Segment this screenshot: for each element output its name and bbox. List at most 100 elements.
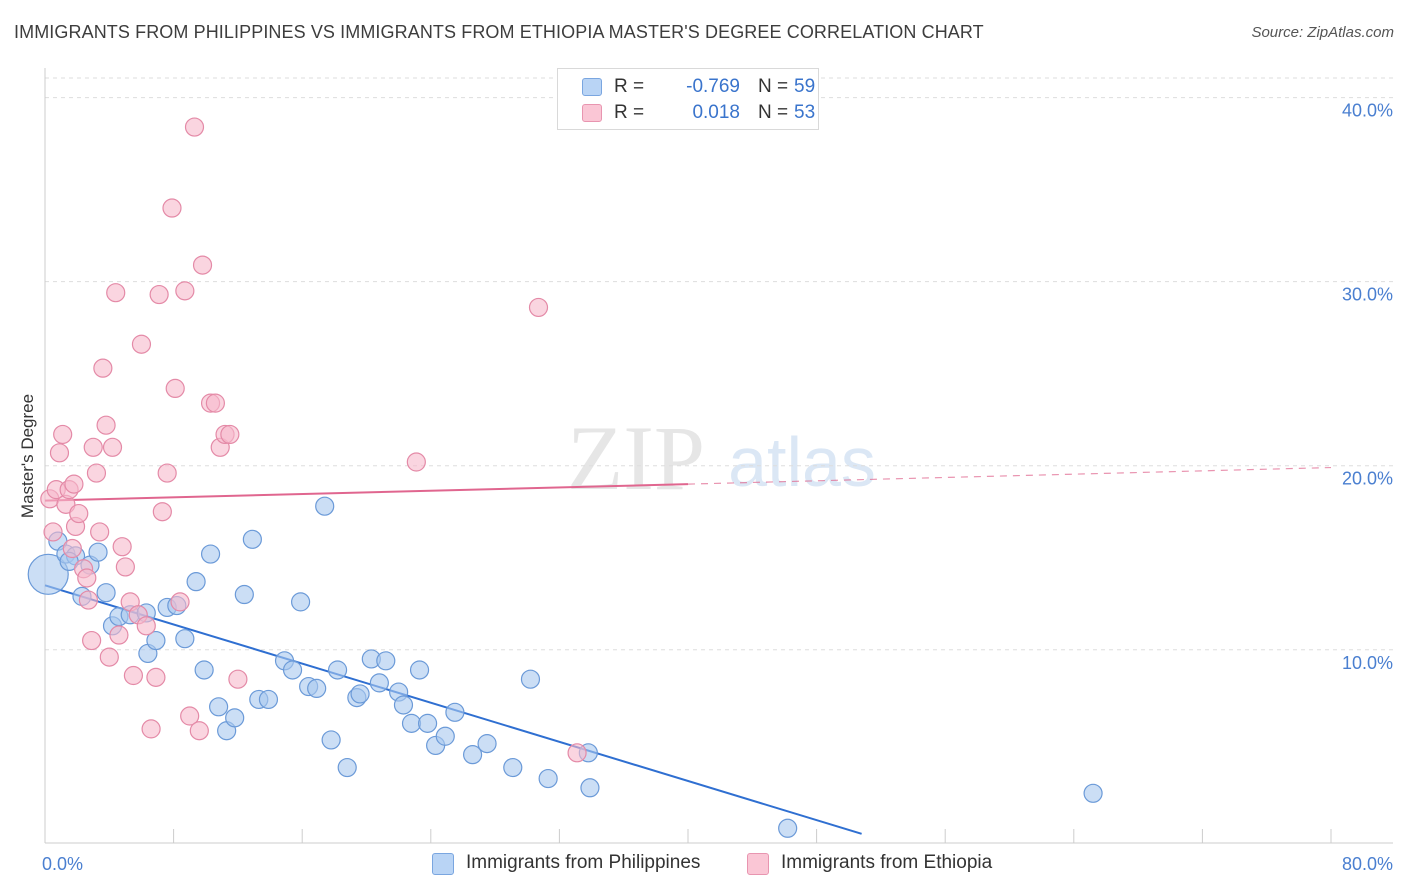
series-philippines [27,496,1103,838]
trendline-ethiopia [44,483,689,502]
point-philippines [315,496,335,516]
point-philippines [445,702,465,722]
point-philippines [477,734,497,754]
y-tick-label: 20.0% [1342,469,1393,489]
point-ethiopia [146,667,166,687]
swatch-ethiopia [582,104,602,122]
point-ethiopia [136,616,156,636]
point-philippines [321,730,341,750]
stats-legend: R = -0.769 N = 59 R = 0.018 N = 53 [557,68,819,130]
point-ethiopia [112,537,132,557]
point-philippines [307,678,327,699]
legend-swatch-ethiopia [747,853,769,875]
legend-label-ethiopia: Immigrants from Ethiopia [781,852,993,873]
x-tick-label: 80.0% [1342,854,1393,874]
watermark-zip: ZIP [567,407,705,509]
y-tick-label: 10.0% [1342,653,1393,673]
point-ethiopia [64,474,84,494]
chart-title: IMMIGRANTS FROM PHILIPPINES VS IMMIGRANT… [14,22,984,42]
point-philippines [520,669,541,689]
point-ethiopia [141,719,161,739]
point-ethiopia [175,281,195,301]
point-philippines [417,713,438,733]
point-philippines [401,713,422,733]
point-philippines [503,757,523,778]
point-philippines [376,651,396,671]
point-ethiopia [184,117,205,137]
point-ethiopia [86,463,107,483]
point-ethiopia [180,706,200,726]
point-philippines [369,673,389,693]
point-philippines [462,745,483,765]
point-ethiopia [131,334,152,354]
point-philippines [393,695,414,715]
point-philippines [1083,783,1103,803]
legend-swatch-philippines [432,853,454,875]
point-ethiopia [149,284,169,305]
point-philippines [778,818,798,838]
point-ethiopia [123,665,144,686]
point-philippines [282,660,303,680]
point-ethiopia [115,557,135,577]
r-label: R = [614,76,645,97]
point-ethiopia [528,297,549,318]
point-philippines [175,629,195,649]
point-philippines [146,630,166,651]
point-ethiopia [99,647,119,667]
point-ethiopia [69,503,89,524]
n-label: N = [758,102,789,123]
point-ethiopia [102,437,123,457]
y-axis-label: Master's Degree [18,394,37,518]
point-ethiopia [406,452,426,472]
point-ethiopia [90,522,110,542]
n-label: N = [758,76,789,97]
point-ethiopia [106,283,126,303]
point-ethiopia [162,198,182,218]
point-philippines [242,529,262,549]
point-ethiopia [170,592,190,612]
point-philippines [225,708,245,728]
point-philippines [186,572,206,592]
point-philippines [580,778,600,798]
point-ethiopia [220,424,240,445]
point-philippines [350,684,370,704]
point-ethiopia [82,630,102,651]
point-ethiopia [83,437,103,457]
point-philippines [209,697,229,717]
point-ethiopia [77,568,97,588]
point-ethiopia [192,255,213,275]
swatch-philippines [582,78,602,96]
watermark-atlas: atlas [728,423,876,501]
point-philippines [258,689,279,710]
y-tick-label: 30.0% [1342,285,1393,305]
point-ethiopia [157,463,177,483]
point-philippines [409,660,430,680]
point-ethiopia [228,669,248,689]
point-philippines [234,584,254,605]
point-ethiopia [205,393,225,413]
x-tick-label: 0.0% [42,854,83,874]
n-value: 59 [794,76,816,97]
point-philippines [435,726,455,746]
r-label: R = [614,102,645,123]
point-philippines [27,553,69,595]
point-ethiopia [567,743,587,763]
point-ethiopia [78,590,99,610]
point-philippines [327,660,348,680]
point-philippines [194,660,214,680]
point-philippines [96,583,116,603]
point-ethiopia [109,625,129,645]
y-tick-label: 40.0% [1342,101,1393,121]
point-philippines [337,757,357,778]
r-value: 0.018 [692,102,740,123]
point-philippines [200,544,221,564]
point-philippines [88,542,108,562]
point-ethiopia [93,358,113,378]
n-value: 53 [794,102,816,123]
point-ethiopia [43,522,63,542]
trendline-ethiopia-extrapolated [687,466,1332,485]
point-ethiopia [62,538,82,559]
point-ethiopia [49,443,70,463]
point-philippines [538,768,558,789]
